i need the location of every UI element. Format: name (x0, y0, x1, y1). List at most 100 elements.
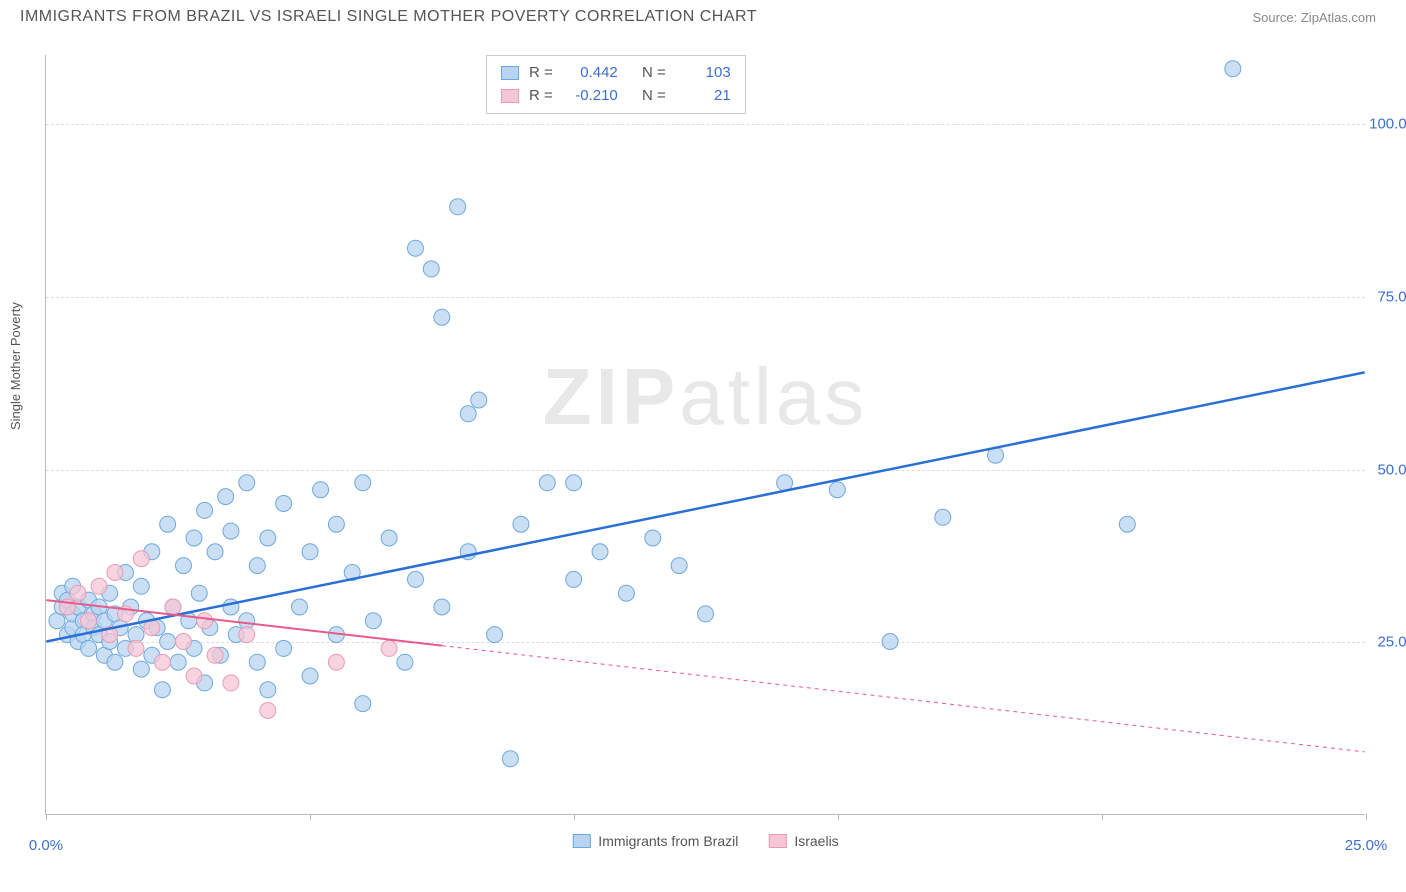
data-point (566, 571, 582, 587)
data-point (1119, 516, 1135, 532)
data-point (160, 634, 176, 650)
xtick (46, 814, 47, 820)
swatch-brazil (501, 66, 519, 80)
ytick-label: 100.0% (1369, 116, 1406, 133)
data-point (328, 654, 344, 670)
data-point (381, 530, 397, 546)
data-point (313, 482, 329, 498)
chart-title: IMMIGRANTS FROM BRAZIL VS ISRAELI SINGLE… (20, 8, 757, 26)
xtick (310, 814, 311, 820)
data-point (566, 475, 582, 491)
data-point (197, 613, 213, 629)
data-point (107, 565, 123, 581)
bottom-legend: Immigrants from Brazil Israelis (572, 833, 838, 849)
xtick (574, 814, 575, 820)
data-point (260, 530, 276, 546)
data-point (355, 475, 371, 491)
data-point (381, 640, 397, 656)
ytick-label: 50.0% (1377, 461, 1406, 478)
swatch-israeli (501, 89, 519, 103)
data-point (423, 261, 439, 277)
ytick-label: 25.0% (1377, 634, 1406, 651)
xtick (1102, 814, 1103, 820)
data-point (365, 613, 381, 629)
data-point (81, 613, 97, 629)
stat-n-label-2: N = (642, 85, 666, 108)
data-point (70, 585, 86, 601)
data-point (128, 640, 144, 656)
stat-n-brazil: 103 (676, 62, 731, 85)
ytick-label: 75.0% (1377, 288, 1406, 305)
data-point (107, 654, 123, 670)
data-point (407, 571, 423, 587)
data-point (91, 578, 107, 594)
legend-swatch-israeli (768, 834, 786, 848)
data-point (175, 558, 191, 574)
data-point (450, 199, 466, 215)
data-point (223, 523, 239, 539)
data-point (170, 654, 186, 670)
stats-legend-box: R = 0.442 N = 103 R = -0.210 N = 21 (486, 55, 746, 114)
data-point (197, 502, 213, 518)
data-point (260, 703, 276, 719)
data-point (133, 661, 149, 677)
data-point (133, 551, 149, 567)
data-point (513, 516, 529, 532)
data-point (592, 544, 608, 560)
data-point (502, 751, 518, 767)
chart-area: ZIPatlas R = 0.442 N = 103 R = -0.210 N … (45, 55, 1365, 815)
data-point (260, 682, 276, 698)
stat-r-israeli: -0.210 (563, 85, 618, 108)
data-point (1225, 61, 1241, 77)
data-point (935, 509, 951, 525)
data-point (154, 682, 170, 698)
legend-item-israeli: Israelis (768, 833, 838, 849)
data-point (239, 475, 255, 491)
data-point (207, 647, 223, 663)
data-point (160, 516, 176, 532)
data-point (154, 654, 170, 670)
y-axis-label: Single Mother Poverty (8, 302, 23, 430)
trend-line-dashed (442, 646, 1365, 752)
data-point (186, 668, 202, 684)
data-point (698, 606, 714, 622)
data-point (223, 599, 239, 615)
data-point (407, 240, 423, 256)
data-point (239, 627, 255, 643)
data-point (133, 578, 149, 594)
data-point (434, 309, 450, 325)
data-point (276, 496, 292, 512)
data-point (175, 634, 191, 650)
stat-n-label: N = (642, 62, 666, 85)
data-point (487, 627, 503, 643)
data-point (302, 668, 318, 684)
source-label: Source: (1252, 10, 1300, 25)
legend-swatch-brazil (572, 834, 590, 848)
data-point (355, 696, 371, 712)
data-point (207, 544, 223, 560)
data-point (249, 558, 265, 574)
data-point (328, 516, 344, 532)
data-point (460, 406, 476, 422)
header: IMMIGRANTS FROM BRAZIL VS ISRAELI SINGLE… (0, 0, 1406, 26)
stat-r-brazil: 0.442 (563, 62, 618, 85)
data-point (397, 654, 413, 670)
data-point (81, 640, 97, 656)
data-point (165, 599, 181, 615)
data-point (471, 392, 487, 408)
data-point (186, 530, 202, 546)
stat-n-israeli: 21 (676, 85, 731, 108)
source-attribution: Source: ZipAtlas.com (1252, 10, 1376, 25)
xtick (838, 814, 839, 820)
data-point (218, 489, 234, 505)
scatter-plot-svg (46, 55, 1365, 814)
data-point (302, 544, 318, 560)
data-point (291, 599, 307, 615)
data-point (618, 585, 634, 601)
data-point (276, 640, 292, 656)
xtick-label: 25.0% (1345, 837, 1388, 854)
data-point (539, 475, 555, 491)
data-point (223, 675, 239, 691)
legend-label-israeli: Israelis (794, 833, 838, 849)
stats-row-brazil: R = 0.442 N = 103 (501, 62, 731, 85)
